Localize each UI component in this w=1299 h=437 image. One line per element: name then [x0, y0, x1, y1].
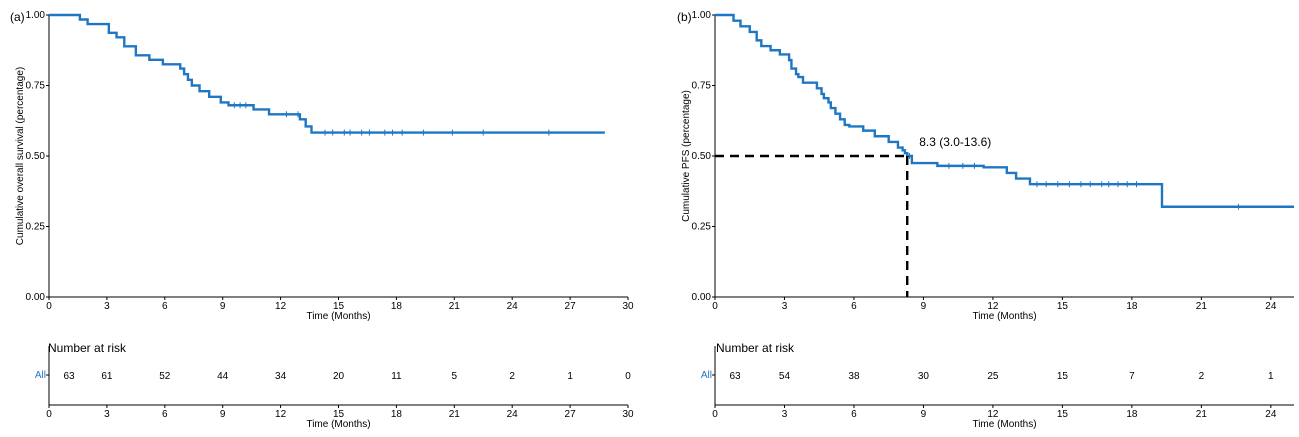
- x-tick-label: 15: [333, 301, 345, 312]
- risk-x-tick-label: 3: [104, 409, 110, 420]
- risk-x-tick-label: 24: [1265, 409, 1277, 420]
- risk-x-tick-label: 15: [1057, 409, 1069, 420]
- risk-x-tick-label: 24: [507, 409, 519, 420]
- panel-b: (b)0.000.250.500.751.000 3 6 9 12 15 18 21 24Tim…: [677, 10, 1294, 430]
- risk-count: 0: [625, 371, 631, 382]
- risk-x-tick-label: 9: [921, 409, 927, 420]
- risk-x-tick-label: 6: [851, 409, 857, 420]
- x-tick-label: 0: [712, 301, 718, 312]
- risk-count: 38: [848, 371, 860, 382]
- risk-count: 52: [159, 371, 171, 382]
- x-tick-label: 18: [391, 301, 403, 312]
- y-tick-label: 1.00: [692, 10, 712, 21]
- risk-count: 30: [918, 371, 930, 382]
- risk-count: 63: [63, 371, 75, 382]
- x-tick-label: 12: [275, 301, 287, 312]
- x-axis-label: Time (Months): [972, 311, 1036, 322]
- risk-count: 61: [101, 371, 113, 382]
- risk-count: 11: [391, 371, 402, 382]
- x-tick-label: 21: [1196, 301, 1208, 312]
- panel-label: (b): [677, 10, 692, 24]
- x-tick-label: 24: [507, 301, 519, 312]
- risk-count: 7: [1129, 371, 1135, 382]
- risk-x-tick-label: 21: [449, 409, 461, 420]
- x-tick-label: 3: [104, 301, 110, 312]
- median-label: 8.3 (3.0-13.6): [919, 135, 991, 149]
- x-tick-label: 18: [1126, 301, 1138, 312]
- x-axis-label: Time (Months): [306, 311, 370, 322]
- risk-x-tick-label: 18: [391, 409, 403, 420]
- x-tick-label: 30: [622, 301, 634, 312]
- risk-count: 1: [567, 371, 573, 382]
- y-tick-label: 1.00: [26, 10, 46, 21]
- x-tick-label: 12: [987, 301, 999, 312]
- risk-group-label: All: [35, 370, 46, 381]
- risk-table-title: Number at risk: [48, 341, 127, 355]
- x-tick-label: 9: [220, 301, 226, 312]
- panel-a: (a)0.000.250.500.751.000 3 6 9 12 15 18 21 24 27 3…: [10, 10, 634, 430]
- risk-count: 15: [1057, 371, 1069, 382]
- y-tick-label: 0.00: [692, 292, 712, 303]
- y-tick-label: 0.75: [26, 81, 46, 92]
- risk-table-title: Number at risk: [716, 341, 795, 355]
- risk-count: 34: [275, 371, 287, 382]
- risk-count: 1: [1268, 371, 1274, 382]
- risk-x-tick-label: 6: [162, 409, 168, 420]
- y-axis-label: Cumulative PFS (percentage): [681, 90, 692, 222]
- risk-x-tick-label: 0: [712, 409, 718, 420]
- risk-x-tick-label: 9: [220, 409, 226, 420]
- risk-x-tick-label: 12: [987, 409, 999, 420]
- x-tick-label: 24: [1265, 301, 1277, 312]
- risk-x-axis-label: Time (Months): [306, 419, 370, 430]
- risk-count: 20: [333, 371, 345, 382]
- risk-x-tick-label: 27: [565, 409, 577, 420]
- y-tick-label: 0.50: [692, 151, 712, 162]
- risk-count: 25: [987, 371, 999, 382]
- risk-x-tick-label: 15: [333, 409, 345, 420]
- panel-label: (a): [10, 10, 25, 24]
- y-tick-label: 0.25: [26, 222, 46, 233]
- risk-count: 2: [1199, 371, 1205, 382]
- x-tick-label: 6: [162, 301, 168, 312]
- risk-x-tick-label: 0: [46, 409, 52, 420]
- x-tick-label: 6: [851, 301, 857, 312]
- risk-count: 63: [729, 371, 741, 382]
- survival-curve: [49, 13, 605, 134]
- y-tick-label: 0.50: [26, 151, 46, 162]
- x-tick-label: 3: [782, 301, 788, 312]
- x-tick-label: 21: [449, 301, 461, 312]
- risk-x-tick-label: 3: [782, 409, 788, 420]
- y-tick-label: 0.75: [692, 81, 712, 92]
- y-axis-label: Cumulative overall survival (percentage): [15, 67, 26, 245]
- risk-x-axis-label: Time (Months): [972, 419, 1036, 430]
- x-tick-label: 0: [46, 301, 52, 312]
- y-tick-label: 0.00: [26, 292, 46, 303]
- x-tick-label: 9: [921, 301, 927, 312]
- risk-count: 2: [509, 371, 515, 382]
- risk-x-tick-label: 30: [622, 409, 634, 420]
- x-tick-label: 15: [1057, 301, 1069, 312]
- x-tick-label: 27: [565, 301, 577, 312]
- y-tick-label: 0.25: [692, 222, 712, 233]
- risk-x-tick-label: 21: [1196, 409, 1208, 420]
- risk-group-label: All: [701, 370, 712, 381]
- survival-curve: [715, 13, 1294, 208]
- risk-count: 44: [217, 371, 229, 382]
- risk-x-tick-label: 18: [1126, 409, 1138, 420]
- risk-x-tick-label: 12: [275, 409, 287, 420]
- risk-count: 54: [779, 371, 791, 382]
- risk-count: 5: [452, 371, 458, 382]
